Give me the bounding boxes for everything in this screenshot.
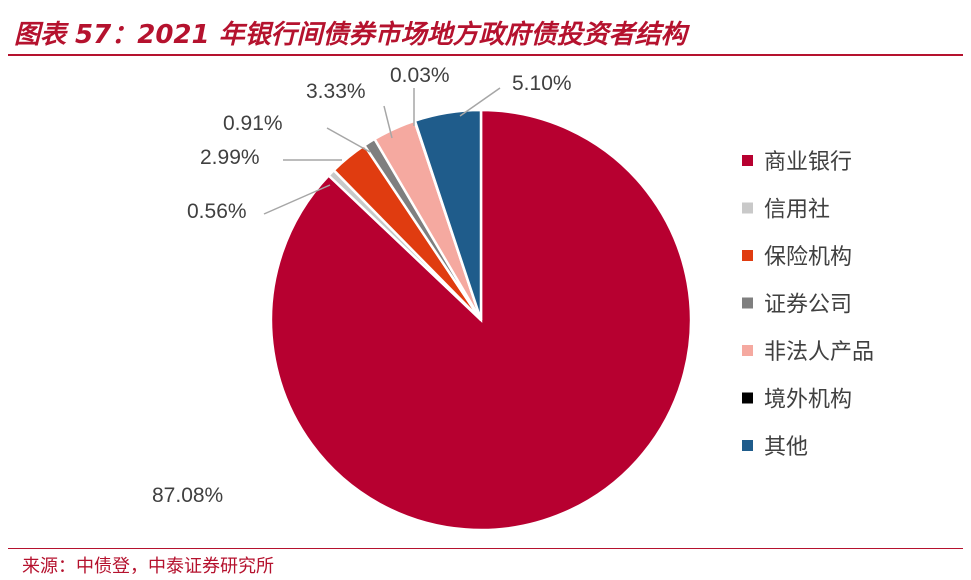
leader-line [263,184,331,215]
leader-line [459,87,501,117]
footer-divider [8,548,963,549]
data-label: 0.03% [390,64,450,87]
data-label: 3.33% [306,80,366,103]
leader-line [383,105,393,139]
title-divider [8,54,963,56]
legend-swatch [742,155,753,166]
data-label: 87.08% [152,484,223,507]
legend-swatch [742,250,753,261]
legend-label: 商业银行 [764,150,852,175]
legend-swatch [742,297,753,309]
leader-line [326,127,371,153]
data-label: 0.56% [187,200,247,223]
legend-swatch [742,392,753,404]
legend-label: 保险机构 [764,245,852,270]
pie-slices [269,108,693,532]
data-label: 5.10% [512,72,572,95]
legend-swatch [742,202,753,214]
legend-label: 信用社 [764,198,830,223]
leader-lines [263,87,501,215]
legend-swatch [742,440,753,451]
data-labels: 87.08% 0.56% 2.99% 0.91% 3.33% 0.03% 5.10% [152,64,572,507]
source-note: 来源：中债登，中泰证券研究所 [22,556,274,577]
data-label: 2.99% [200,146,260,169]
title-bar: 图表 57：2021 年银行间债券市场地方政府债投资者结构 [0,0,971,56]
figure-title: 图表 57：2021 年银行间债券市场地方政府债投资者结构 [14,20,687,50]
legend-swatch [742,345,753,356]
pie-chart: 87.08% 0.56% 2.99% 0.91% 3.33% 0.03% 5.10% 商业银… [152,64,874,532]
legend-label: 证券公司 [764,293,852,318]
legend-label: 其他 [764,435,808,460]
data-label: 0.91% [223,112,283,135]
pie-slice [413,108,483,321]
legend-label: 境外机构 [764,388,852,413]
legend-label: 非法人产品 [764,340,874,365]
